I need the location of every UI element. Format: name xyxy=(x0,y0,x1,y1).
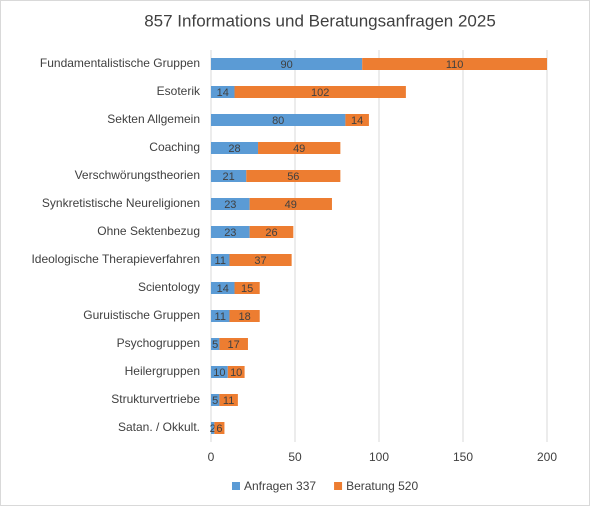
bar-segment xyxy=(234,282,260,294)
bar-segment xyxy=(211,338,220,350)
y-tick-label: Esoterik xyxy=(157,84,201,98)
legend-swatch xyxy=(232,482,240,490)
bar-segment xyxy=(211,114,346,126)
data-label: 14 xyxy=(217,283,229,295)
data-label: 2 xyxy=(210,423,216,435)
data-label: 23 xyxy=(224,199,236,211)
data-label: 80 xyxy=(272,115,284,127)
bar-segment xyxy=(211,226,250,238)
y-tick-label: Guruistische Gruppen xyxy=(83,308,200,322)
data-label: 11 xyxy=(215,255,226,267)
data-label: 6 xyxy=(216,423,222,435)
bar-segment xyxy=(211,142,259,154)
data-label: 102 xyxy=(311,87,329,99)
bar-segment xyxy=(234,86,406,98)
data-label: 18 xyxy=(238,311,250,323)
data-label: 110 xyxy=(446,59,464,71)
x-tick-label: 0 xyxy=(208,450,215,464)
data-label: 15 xyxy=(241,283,253,295)
y-tick-label: Satan. / Okkult. xyxy=(118,420,200,434)
bar-segment xyxy=(211,282,235,294)
bar-segment xyxy=(211,198,250,210)
data-label: 14 xyxy=(217,87,229,99)
data-label: 10 xyxy=(230,367,242,379)
bar-segment xyxy=(211,170,247,182)
data-label: 49 xyxy=(293,143,305,155)
data-label: 37 xyxy=(254,255,266,267)
data-label: 26 xyxy=(265,227,277,239)
bar-segment xyxy=(214,422,225,434)
data-label: 49 xyxy=(285,199,297,211)
bar-segment xyxy=(211,58,363,70)
bar-segment xyxy=(258,142,341,154)
y-tick-label: Scientology xyxy=(138,280,200,294)
bar-segment xyxy=(362,58,547,70)
data-label: 21 xyxy=(223,171,235,183)
x-tick-label: 200 xyxy=(537,450,557,464)
data-label: 11 xyxy=(215,311,226,323)
bar-segment xyxy=(211,422,215,434)
y-tick-label: Synkretistische Neureligionen xyxy=(42,196,200,210)
bar-segment xyxy=(227,366,245,378)
bar-segment xyxy=(246,170,341,182)
data-label: 5 xyxy=(212,395,218,407)
bar-segment xyxy=(219,338,248,350)
data-label: 17 xyxy=(228,339,240,351)
bar-segment xyxy=(211,366,228,378)
y-tick-label: Ideologische Therapieverfahren xyxy=(31,252,200,266)
data-label: 10 xyxy=(213,367,225,379)
y-tick-label: Heilergruppen xyxy=(125,364,200,378)
x-tick-label: 100 xyxy=(369,450,389,464)
chart-title: 857 Informations und Beratungsanfragen 2… xyxy=(144,11,496,30)
y-tick-label: Strukturvertriebe xyxy=(111,392,200,406)
legend-swatch xyxy=(334,482,343,490)
bar-segment xyxy=(211,86,235,98)
data-label: 56 xyxy=(287,171,299,183)
data-label: 5 xyxy=(212,339,218,351)
data-label: 14 xyxy=(351,115,363,127)
bar-segment xyxy=(249,226,294,238)
y-tick-label: Coaching xyxy=(149,140,200,154)
y-tick-label: Verschwörungstheorien xyxy=(75,168,200,182)
bar-segment xyxy=(211,254,230,266)
y-tick-label: Psychogruppen xyxy=(117,336,200,350)
data-label: 11 xyxy=(223,395,234,407)
legend-label: Beratung 520 xyxy=(346,479,418,493)
legend-label: Anfragen 337 xyxy=(244,479,316,493)
bar-segment xyxy=(211,394,220,406)
bar-segment xyxy=(249,198,332,210)
bar-segment xyxy=(229,310,260,322)
bar-segment xyxy=(211,310,230,322)
bar-segment xyxy=(345,114,369,126)
y-tick-label: Ohne Sektenbezug xyxy=(97,224,200,238)
y-tick-label: Sekten Allgemein xyxy=(107,112,200,126)
bar-segment xyxy=(219,394,238,406)
data-label: 23 xyxy=(224,227,236,239)
bar-segment xyxy=(229,254,292,266)
y-tick-label: Fundamentalistische Gruppen xyxy=(40,56,200,70)
data-label: 90 xyxy=(280,59,292,71)
x-tick-label: 150 xyxy=(453,450,473,464)
data-label: 28 xyxy=(228,143,240,155)
x-tick-label: 50 xyxy=(288,450,302,464)
